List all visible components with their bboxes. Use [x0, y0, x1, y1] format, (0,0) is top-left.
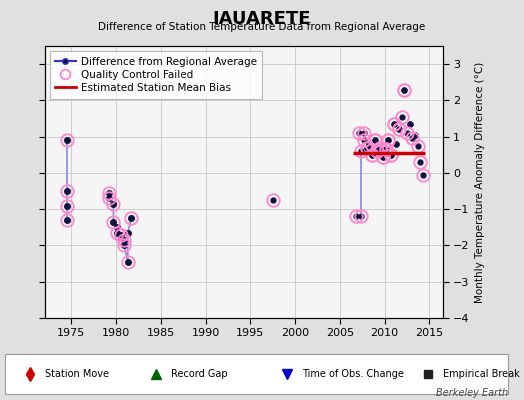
FancyBboxPatch shape [5, 354, 508, 394]
Text: Difference of Station Temperature Data from Regional Average: Difference of Station Temperature Data f… [99, 22, 425, 32]
Text: Record Gap: Record Gap [171, 369, 228, 379]
Y-axis label: Monthly Temperature Anomaly Difference (°C): Monthly Temperature Anomaly Difference (… [475, 61, 485, 303]
Text: Empirical Break: Empirical Break [443, 369, 520, 379]
Text: IAUARETE: IAUARETE [213, 10, 311, 28]
Text: Berkeley Earth: Berkeley Earth [436, 388, 508, 398]
Legend: Difference from Regional Average, Quality Control Failed, Estimated Station Mean: Difference from Regional Average, Qualit… [50, 51, 262, 98]
Text: Station Move: Station Move [46, 369, 110, 379]
Text: Time of Obs. Change: Time of Obs. Change [302, 369, 404, 379]
